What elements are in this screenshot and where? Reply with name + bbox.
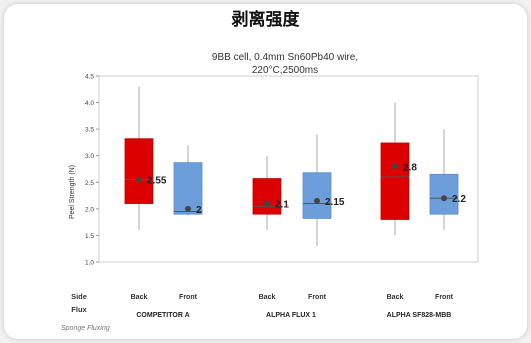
group-label: ALPHA FLUX 1	[266, 312, 316, 319]
mean-marker	[185, 205, 191, 212]
mean-value-label: 2.15	[325, 197, 345, 208]
box-back	[252, 178, 282, 215]
mean-marker	[314, 197, 320, 204]
row-label-side: Side	[71, 292, 87, 301]
box-front	[173, 162, 203, 215]
y-tick-label: 2.0	[85, 206, 94, 213]
y-axis-label: Peel Strength (N)	[69, 165, 76, 219]
y-tick-label: 1.0	[85, 260, 94, 267]
mean-value-label: 2.8	[403, 162, 417, 173]
box-back	[380, 142, 410, 220]
mean-value-label: 2.1	[275, 200, 289, 211]
plot-frame	[98, 75, 479, 263]
page-title: 剥离强度	[231, 10, 300, 30]
chart-title-line-1: 9BB cell, 0.4mm Sn60Pb40 wire,	[212, 52, 358, 63]
side-label: Back	[131, 294, 148, 301]
mean-marker	[392, 163, 398, 170]
chart-card	[4, 4, 527, 339]
box-front	[302, 172, 332, 219]
y-tick-label: 2.5	[85, 180, 94, 187]
mean-value-label: 2	[196, 205, 202, 216]
side-label: Back	[259, 294, 276, 301]
side-label: Back	[387, 294, 404, 301]
mean-marker	[136, 176, 142, 183]
y-tick-label: 1.5	[85, 233, 94, 240]
side-label: Front	[308, 294, 327, 301]
row-label-flux: Flux	[71, 305, 87, 314]
mean-value-label: 2.2	[452, 194, 466, 205]
chart-title-line-2: 220°C,2500ms	[252, 65, 318, 76]
group-label: ALPHA SF828-MBB	[387, 312, 452, 319]
mean-marker	[264, 200, 270, 207]
y-tick-label: 3.0	[85, 153, 94, 160]
footnote: Sponge Fluxing	[61, 325, 110, 332]
box-back	[124, 138, 154, 204]
group-label: COMPETITOR A	[136, 312, 189, 319]
mean-marker	[441, 195, 447, 202]
y-tick-label: 4.0	[85, 100, 94, 107]
mean-value-label: 2.55	[147, 176, 167, 187]
y-tick-label: 3.5	[85, 127, 94, 134]
y-tick-label: 4.5	[85, 74, 94, 81]
side-label: Front	[435, 294, 454, 301]
side-label: Front	[179, 294, 198, 301]
box-front	[429, 173, 459, 215]
